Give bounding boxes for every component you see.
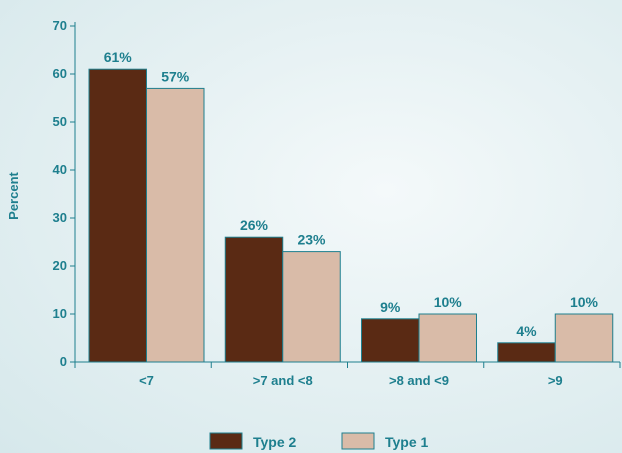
x-tick-label: <7 bbox=[139, 373, 154, 388]
bars bbox=[88, 68, 614, 363]
data-label: 26% bbox=[240, 217, 269, 233]
bar-type-2 bbox=[361, 318, 420, 363]
legend-label: Type 1 bbox=[385, 434, 429, 450]
data-label: 9% bbox=[380, 299, 401, 315]
bar-type-2 bbox=[88, 68, 147, 363]
x-axis: <7 >7 and <8 >8 and <9 >9 bbox=[74, 361, 621, 388]
data-label: 23% bbox=[297, 232, 326, 248]
bar-type-1 bbox=[282, 251, 341, 363]
y-tick-label: 70 bbox=[53, 18, 67, 33]
data-label: 57% bbox=[161, 68, 190, 84]
bar-type-1 bbox=[554, 313, 614, 363]
data-labels: 61% 26% 9% 4% 57% 23% 10% 10% bbox=[104, 49, 599, 339]
legend-label: Type 2 bbox=[253, 434, 297, 450]
y-tick-label: 60 bbox=[53, 66, 67, 81]
y-tick-label: 20 bbox=[53, 258, 67, 273]
y-tick-label: 0 bbox=[60, 354, 67, 369]
x-tick-label: >8 and <9 bbox=[389, 373, 449, 388]
data-label: 10% bbox=[434, 294, 463, 310]
bar-type-1 bbox=[418, 313, 477, 363]
y-tick-label: 40 bbox=[53, 162, 67, 177]
bar-type-2 bbox=[497, 342, 556, 363]
x-tick-label: >7 and <8 bbox=[253, 373, 313, 388]
legend-swatch-type-2 bbox=[209, 432, 243, 450]
y-axis: 0 10 20 30 40 50 60 70 bbox=[53, 18, 76, 369]
data-label: 10% bbox=[570, 294, 599, 310]
data-label: 4% bbox=[516, 323, 537, 339]
y-tick-label: 10 bbox=[53, 306, 67, 321]
data-label: 61% bbox=[104, 49, 133, 65]
x-tick-label: >9 bbox=[548, 373, 563, 388]
bar-type-1 bbox=[146, 87, 205, 363]
legend: Type 2 Type 1 bbox=[209, 432, 429, 450]
y-tick-label: 30 bbox=[53, 210, 67, 225]
y-tick-label: 50 bbox=[53, 114, 67, 129]
bar-type-2 bbox=[224, 236, 284, 363]
y-axis-title: Percent bbox=[6, 171, 21, 219]
legend-swatch-type-1 bbox=[341, 432, 375, 450]
